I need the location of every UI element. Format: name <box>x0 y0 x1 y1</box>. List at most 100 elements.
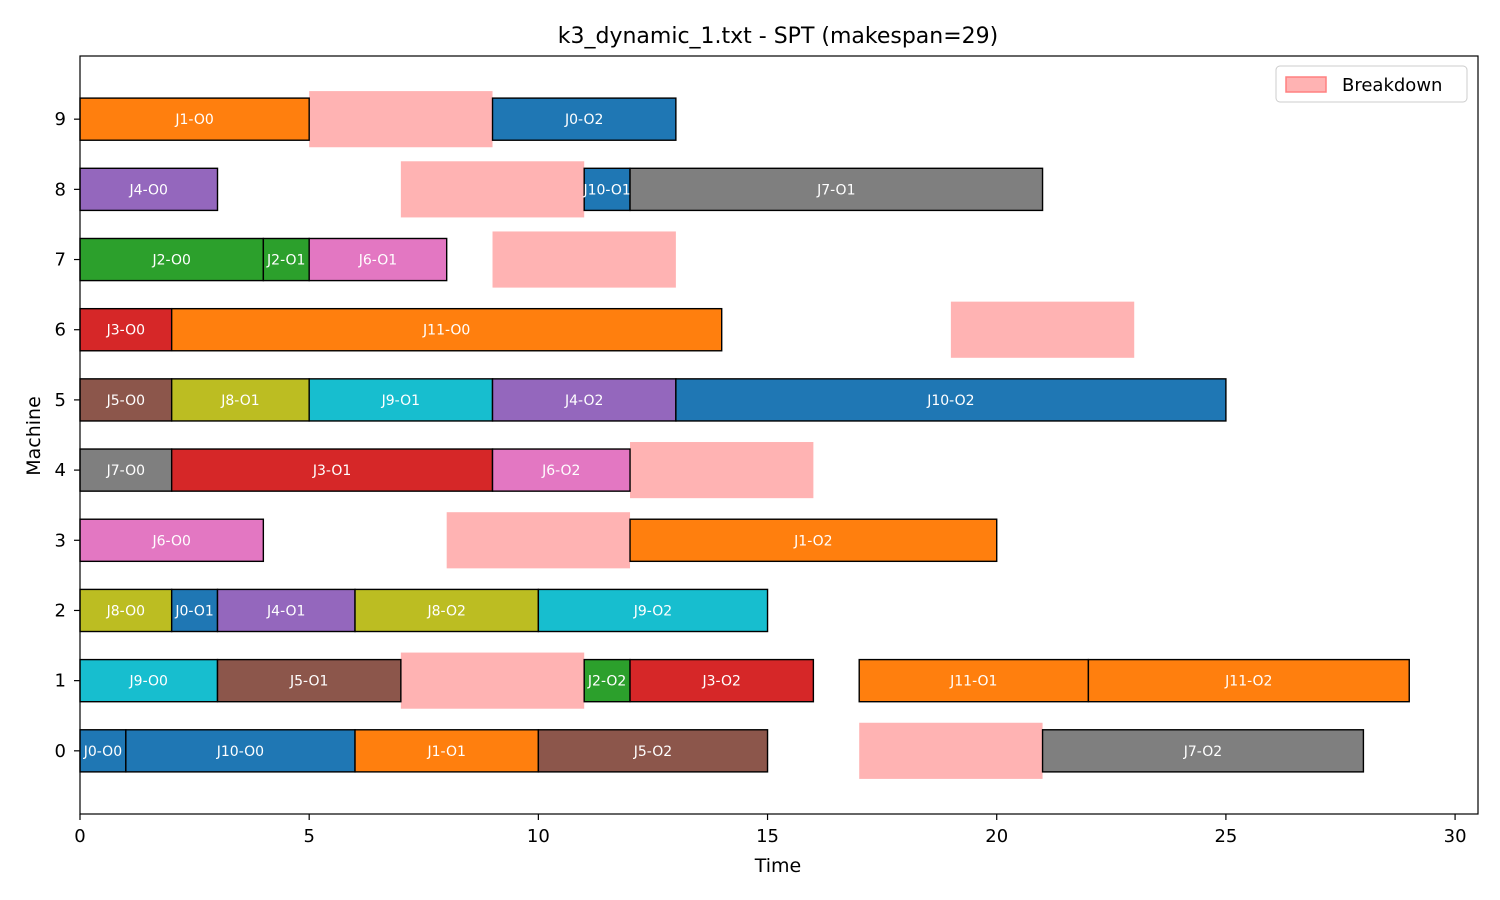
operation-bar: J6-O0 <box>79 518 265 563</box>
operation-rect <box>170 448 494 492</box>
operation-bar: J8-O0 <box>79 588 173 633</box>
operation-label: J11-O2 <box>1224 674 1272 690</box>
operation-bar: J9-O0 <box>79 658 219 703</box>
breakdown-bar <box>630 442 814 499</box>
breakdown-bar <box>859 722 1043 779</box>
operation-label: J2-O1 <box>266 253 305 269</box>
operation-bar: J11-O1 <box>858 658 1090 703</box>
operation-rect <box>170 378 310 422</box>
operation-rect <box>170 307 723 352</box>
operation-bar: J10-O1 <box>582 167 631 212</box>
operation-rect <box>537 588 769 633</box>
breakdown-layer <box>309 91 1135 779</box>
y-tick-label: 4 <box>55 460 66 481</box>
operation-label: J11-O0 <box>422 323 470 339</box>
operation-bar: J2-O1 <box>262 237 310 282</box>
x-tick-label: 20 <box>985 826 1008 847</box>
y-tick-label: 9 <box>55 109 66 130</box>
operation-bar: J5-O0 <box>79 378 173 422</box>
y-tick-label: 7 <box>55 250 66 271</box>
operation-rect <box>629 167 1044 212</box>
operation-rect <box>79 378 173 422</box>
legend-label: Breakdown <box>1342 75 1442 96</box>
operation-label: J10-O0 <box>216 744 264 760</box>
operation-rect <box>583 658 631 703</box>
operation-label: J6-O1 <box>358 253 397 269</box>
x-tick-label: 30 <box>1444 826 1467 847</box>
operation-label: J9-O2 <box>633 603 672 619</box>
y-tick-label: 3 <box>55 530 66 551</box>
operation-label: J6-O0 <box>151 533 190 549</box>
operation-label: J2-O0 <box>151 253 190 269</box>
x-axis: 0 5 10 15 20 25 30 <box>74 814 1467 847</box>
operation-rect <box>354 729 540 773</box>
operation-bar: J4-O1 <box>216 588 356 633</box>
operation-label: J7-O0 <box>106 463 145 479</box>
operation-bar: J9-O1 <box>308 378 494 422</box>
operations-layer: J1-O0 J0-O2 J4-O0 J10-O1 J7-O1 J2-O0 J2-O1 J6-O… <box>79 97 1410 773</box>
operation-label: J9-O1 <box>381 393 420 409</box>
breakdown-bar <box>400 652 585 709</box>
operation-bar: J11-O0 <box>170 307 723 352</box>
operation-label: J7-O1 <box>816 182 855 198</box>
operation-label: J5-O1 <box>289 674 328 690</box>
operation-rect <box>79 307 173 352</box>
operation-rect <box>79 588 173 633</box>
operation-rect <box>216 658 402 703</box>
operation-bar: J8-O1 <box>170 378 310 422</box>
y-tick-label: 1 <box>55 671 66 692</box>
operation-bar: J1-O1 <box>354 729 540 773</box>
operation-label: J1-O1 <box>426 744 465 760</box>
operation-label: J4-O0 <box>129 182 168 198</box>
operation-label: J9-O0 <box>129 674 168 690</box>
operation-label: J0-O1 <box>174 603 213 619</box>
legend-swatch <box>1285 76 1327 93</box>
operation-label: J5-O2 <box>633 744 672 760</box>
operation-rect <box>79 97 310 141</box>
operation-label: J7-O2 <box>1183 744 1222 760</box>
breakdown-bar <box>950 301 1135 358</box>
y-tick-label: 2 <box>55 600 66 621</box>
operation-bar: J11-O2 <box>1087 658 1410 703</box>
chart-title: k3_dynamic_1.txt - SPT (makespan=29) <box>558 24 998 49</box>
operation-bar: J10-O2 <box>675 378 1227 422</box>
operation-rect <box>308 237 448 282</box>
operation-bar: J7-O0 <box>79 448 173 492</box>
breakdown-bar <box>492 231 676 288</box>
operation-rect <box>216 588 356 633</box>
operation-rect <box>491 448 631 492</box>
operation-bar: J6-O1 <box>308 237 448 282</box>
operation-bar: J6-O2 <box>491 448 631 492</box>
operation-rect <box>491 378 677 422</box>
operation-rect <box>79 237 265 282</box>
operation-bar: J1-O2 <box>629 518 998 563</box>
operation-label: J5-O0 <box>106 393 145 409</box>
operation-rect <box>858 658 1090 703</box>
operation-bar: J5-O1 <box>216 658 402 703</box>
operation-bar: J8-O2 <box>354 588 540 633</box>
operation-bar: J2-O2 <box>583 658 631 703</box>
breakdown-bar <box>400 161 585 218</box>
operation-rect <box>354 588 540 633</box>
operation-label: J4-O2 <box>564 393 603 409</box>
operation-label: J10-O1 <box>582 182 630 198</box>
operation-rect <box>308 378 494 422</box>
operation-bar: J5-O2 <box>537 729 769 773</box>
operation-rect <box>1041 729 1365 773</box>
operation-label: J0-O0 <box>83 744 122 760</box>
legend-box <box>1275 65 1468 103</box>
operation-rect <box>491 97 677 141</box>
operation-bar: J0-O0 <box>79 729 127 773</box>
operation-bar: J3-O0 <box>79 307 173 352</box>
operation-bar: J3-O1 <box>170 448 494 492</box>
x-tick-label: 0 <box>74 826 85 847</box>
operation-label: J2-O2 <box>587 674 626 690</box>
operation-rect <box>1087 658 1410 703</box>
operation-rect <box>79 518 265 563</box>
operation-bar: J7-O2 <box>1041 729 1365 773</box>
operation-bar: J1-O0 <box>79 97 310 141</box>
operation-rect <box>675 378 1227 422</box>
x-tick-label: 10 <box>527 826 550 847</box>
y-tick-label: 6 <box>55 320 66 341</box>
